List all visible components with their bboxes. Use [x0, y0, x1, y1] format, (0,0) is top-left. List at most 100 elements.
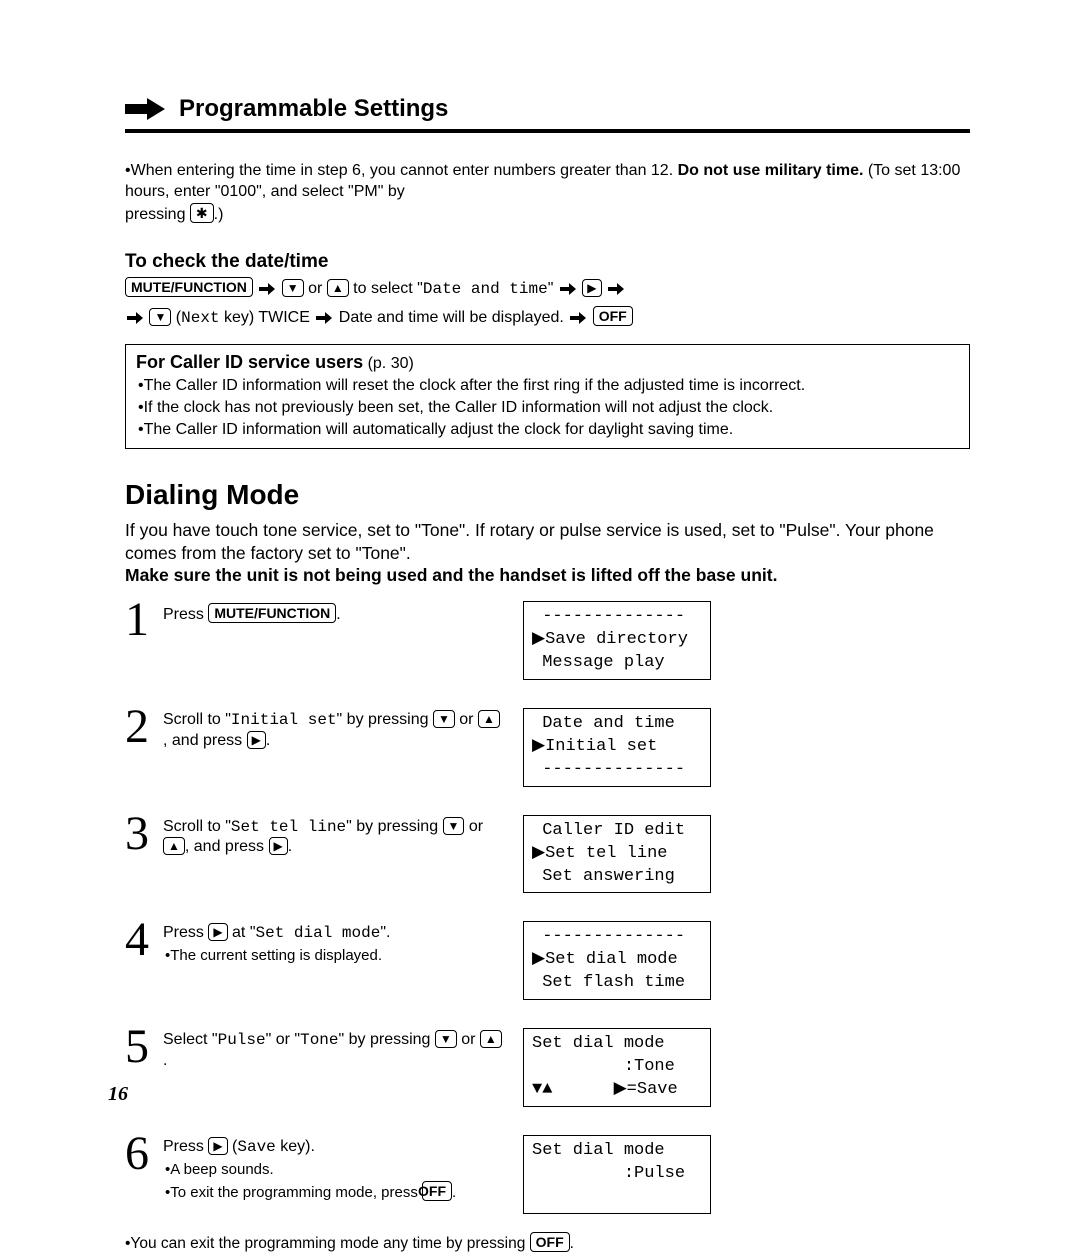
- seq-select-text: to select ": [349, 280, 423, 297]
- dialing-intro: If you have touch tone service, set to "…: [125, 519, 970, 587]
- mute-function-key: MUTE/FUNCTION: [208, 603, 336, 623]
- intro-line3-post: .): [214, 206, 224, 223]
- step-row: 5 Select "Pulse" or "Tone" by pressing ▼…: [125, 1028, 970, 1107]
- step6-pre: Press: [163, 1138, 208, 1155]
- down-key-icon: ▼: [149, 308, 171, 326]
- seq-next-label: Next: [181, 309, 219, 327]
- step-number: 5: [125, 1028, 163, 1066]
- step3-post: .: [288, 838, 292, 855]
- down-key-icon: ▼: [433, 710, 455, 728]
- step1-post: .: [336, 606, 340, 623]
- step-text: Press ▶ (Save key). •A beep sounds. •To …: [163, 1135, 503, 1203]
- step3-mid: " by pressing: [346, 818, 442, 835]
- caller-id-title-sub: (p. 30): [363, 355, 414, 372]
- step5-tone: Tone: [300, 1031, 338, 1049]
- display-box: -------------- ▶Set dial mode Set flash …: [523, 921, 711, 1000]
- step3-or: or: [464, 818, 483, 835]
- right-key-icon: ▶: [208, 923, 227, 941]
- step-number: 2: [125, 708, 163, 746]
- step-row: 1 Press MUTE/FUNCTION. -------------- ▶S…: [125, 601, 970, 680]
- mute-function-key: MUTE/FUNCTION: [125, 277, 253, 297]
- arrow-right-icon: [316, 304, 332, 331]
- footer-pre: •You can exit the programming mode any t…: [125, 1235, 530, 1252]
- step3-mono: Set tel line: [231, 818, 346, 836]
- step5-by: " by pressing: [339, 1031, 435, 1048]
- display-box: -------------- ▶Save directory Message p…: [523, 601, 711, 680]
- down-key-icon: ▼: [435, 1030, 457, 1048]
- step5-pulse: Pulse: [218, 1031, 266, 1049]
- up-key-icon: ▲: [480, 1030, 502, 1048]
- arrow-right-icon: [570, 304, 586, 331]
- step-number: 3: [125, 815, 163, 853]
- up-key-icon: ▲: [478, 710, 500, 728]
- caller-bullet-1: •The Caller ID information will reset th…: [136, 376, 959, 396]
- step5-post: .: [163, 1052, 167, 1069]
- footer-post: .: [570, 1235, 574, 1252]
- right-key-icon: ▶: [269, 837, 288, 855]
- seq-displayed: Date and time will be displayed.: [334, 309, 568, 326]
- up-key-icon: ▲: [327, 279, 349, 297]
- dialing-mode-heading: Dialing Mode: [125, 479, 970, 511]
- step-text: Scroll to "Initial set" by pressing ▼ or…: [163, 708, 503, 752]
- footer-note: •You can exit the programming mode any t…: [125, 1232, 970, 1253]
- step6-savepost: key).: [276, 1138, 315, 1155]
- step3-andpress: , and press: [185, 838, 269, 855]
- step3-pre: Scroll to ": [163, 818, 231, 835]
- caller-bullet-2: •If the clock has not previously been se…: [136, 398, 959, 418]
- display-box: Set dial mode :Pulse: [523, 1135, 711, 1214]
- step6-savepre: (: [228, 1138, 238, 1155]
- up-key-icon: ▲: [163, 837, 185, 855]
- display-box: Date and time ▶Initial set -------------…: [523, 708, 711, 787]
- step2-or: or: [455, 711, 478, 728]
- seq-after-right: ": [548, 280, 558, 297]
- arrow-right-icon: [608, 275, 624, 302]
- step6-sub2-post: .: [452, 1184, 456, 1201]
- step2-pre: Scroll to ": [163, 711, 231, 728]
- step-row: 6 Press ▶ (Save key). •A beep sounds. •T…: [125, 1135, 970, 1214]
- intro-line3-pre: pressing: [125, 206, 190, 223]
- step-number: 4: [125, 921, 163, 959]
- check-date-heading: To check the date/time: [125, 251, 970, 273]
- page-header: Programmable Settings: [125, 95, 970, 123]
- header-rule: [125, 129, 970, 133]
- step6-sub1: •A beep sounds.: [163, 1160, 503, 1180]
- right-key-icon: ▶: [208, 1137, 227, 1155]
- arrow-right-icon: [127, 304, 143, 331]
- right-key-icon: ▶: [582, 279, 601, 297]
- manual-page: Programmable Settings •When entering the…: [0, 0, 1080, 1230]
- step2-mid: " by pressing: [337, 711, 433, 728]
- dialing-intro-bold: Make sure the unit is not being used and…: [125, 565, 777, 585]
- star-key-icon: ✱: [190, 203, 214, 223]
- step2-post: .: [266, 732, 270, 749]
- page-title: Programmable Settings: [179, 95, 448, 123]
- step-text: Scroll to "Set tel line" by pressing ▼ o…: [163, 815, 503, 859]
- step6-save: Save: [237, 1138, 275, 1156]
- dialing-intro-text: If you have touch tone service, set to "…: [125, 520, 934, 563]
- step5-pre: Select ": [163, 1031, 218, 1048]
- down-key-icon: ▼: [443, 817, 465, 835]
- page-number: 16: [108, 1083, 128, 1106]
- intro-line3: pressing ✱.): [125, 203, 970, 226]
- step-row: 2 Scroll to "Initial set" by pressing ▼ …: [125, 708, 970, 787]
- step2-andpress: , and press: [163, 732, 247, 749]
- step4-mono: Set dial mode: [256, 924, 381, 942]
- intro-bold: Do not use military time.: [678, 162, 864, 179]
- right-key-icon: ▶: [247, 731, 266, 749]
- off-key: OFF: [530, 1232, 570, 1252]
- intro-line1: •When entering the time in step 6, you c…: [125, 162, 678, 179]
- step5-or1: " or ": [266, 1031, 300, 1048]
- step6-sub2-pre: •To exit the programming mode, press: [165, 1184, 422, 1201]
- step-number: 1: [125, 601, 163, 639]
- down-key-icon: ▼: [282, 279, 304, 297]
- step-text: Press MUTE/FUNCTION.: [163, 601, 503, 626]
- caller-bullet-3: •The Caller ID information will automati…: [136, 420, 959, 440]
- check-date-sequence: MUTE/FUNCTION ▼ or ▲ to select " Date and…: [125, 275, 970, 331]
- step4-sub: •The current setting is displayed.: [163, 946, 503, 966]
- seq-twice2: key) TWICE: [220, 309, 315, 326]
- step5-or2: or: [457, 1031, 480, 1048]
- step-row: 3 Scroll to "Set tel line" by pressing ▼…: [125, 815, 970, 894]
- step6-sub2: •To exit the programming mode, press OFF…: [163, 1181, 503, 1203]
- off-key: OFF: [593, 306, 633, 326]
- seq-or-1: or: [304, 280, 327, 297]
- steps-list: 1 Press MUTE/FUNCTION. -------------- ▶S…: [125, 601, 970, 1214]
